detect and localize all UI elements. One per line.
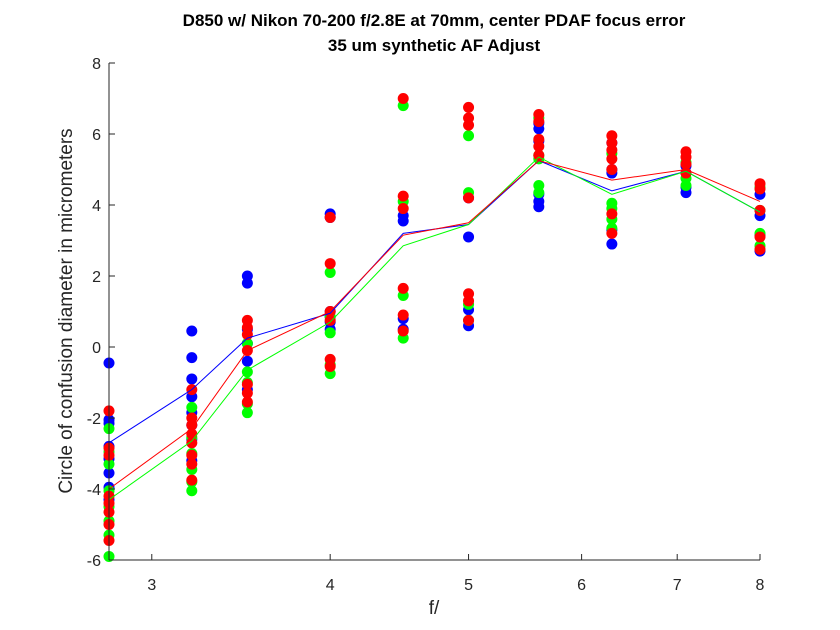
data-point [324,361,336,373]
data-point [186,419,198,431]
data-point [680,158,692,170]
data-point [606,153,618,165]
data-point [533,201,545,213]
series-mean-line [108,160,761,444]
y-tick-label: 2 [92,269,101,286]
x-axis-label: f/ [429,598,440,619]
data-point [324,314,336,326]
data-point [463,231,475,243]
data-point [463,130,475,142]
data-point [754,243,766,255]
data-point [606,208,618,220]
data-point [186,474,198,486]
data-point [463,101,475,113]
y-tick-label: 0 [92,340,101,357]
data-point [754,204,766,216]
y-tick-label: -4 [87,482,101,499]
data-point [241,387,253,399]
data-point [463,192,475,204]
data-point [397,93,409,104]
data-point [186,352,198,364]
y-tick-label: 4 [92,198,101,215]
data-point [186,485,198,497]
data-point [186,325,198,337]
x-tick-label: 6 [577,577,586,594]
series-points [103,117,766,506]
plot-area [103,93,766,562]
data-point [606,238,618,250]
data-point [186,401,198,413]
data-point [533,187,545,199]
data-point [754,183,766,195]
chart-title: D850 w/ Nikon 70-200 f/2.8E at 70mm, cen… [183,11,686,30]
data-point [606,144,618,156]
series-mean-line [108,160,761,490]
data-point [241,366,253,378]
data-point [186,373,198,385]
data-point [397,215,409,227]
data-point [324,211,336,223]
data-point [241,355,253,367]
y-tick-label: -6 [87,553,101,570]
x-tick-label: 7 [673,577,682,594]
data-point [606,227,618,239]
data-point [324,327,336,339]
data-point [241,396,253,408]
data-point [186,449,198,461]
data-point [397,325,409,337]
data-point [397,282,409,294]
y-tick-label: 6 [92,127,101,144]
data-point [754,231,766,243]
x-tick-label: 8 [756,577,765,594]
x-tick-label: 5 [464,577,473,594]
data-point [397,309,409,321]
chart-subtitle: 35 um synthetic AF Adjust [328,36,541,55]
data-point [463,295,475,307]
data-point [606,164,618,175]
axes [108,63,760,561]
y-tick-label: 8 [92,56,101,73]
data-point [324,266,336,278]
data-point [463,119,475,131]
series-mean-line [108,156,761,501]
data-point [186,437,198,449]
data-point [680,179,692,191]
data-point [463,314,475,326]
data-point [533,116,545,128]
series-points [103,93,766,546]
data-point [186,458,198,470]
data-point [241,378,253,390]
y-axis-label: Circle of confusion diameter in micromet… [56,128,77,493]
data-point [324,258,336,270]
data-point [397,203,409,215]
series-points [103,100,766,562]
ticks: -6 -4 -2 0 2 4 6 8 3 4 5 6 7 8 [87,56,765,594]
x-tick-label: 3 [147,577,156,594]
data-point [397,190,409,202]
data-point [241,407,253,419]
data-point [241,277,253,289]
data-point [533,140,545,152]
y-tick-label: -2 [87,411,101,428]
x-tick-label: 4 [326,577,335,594]
